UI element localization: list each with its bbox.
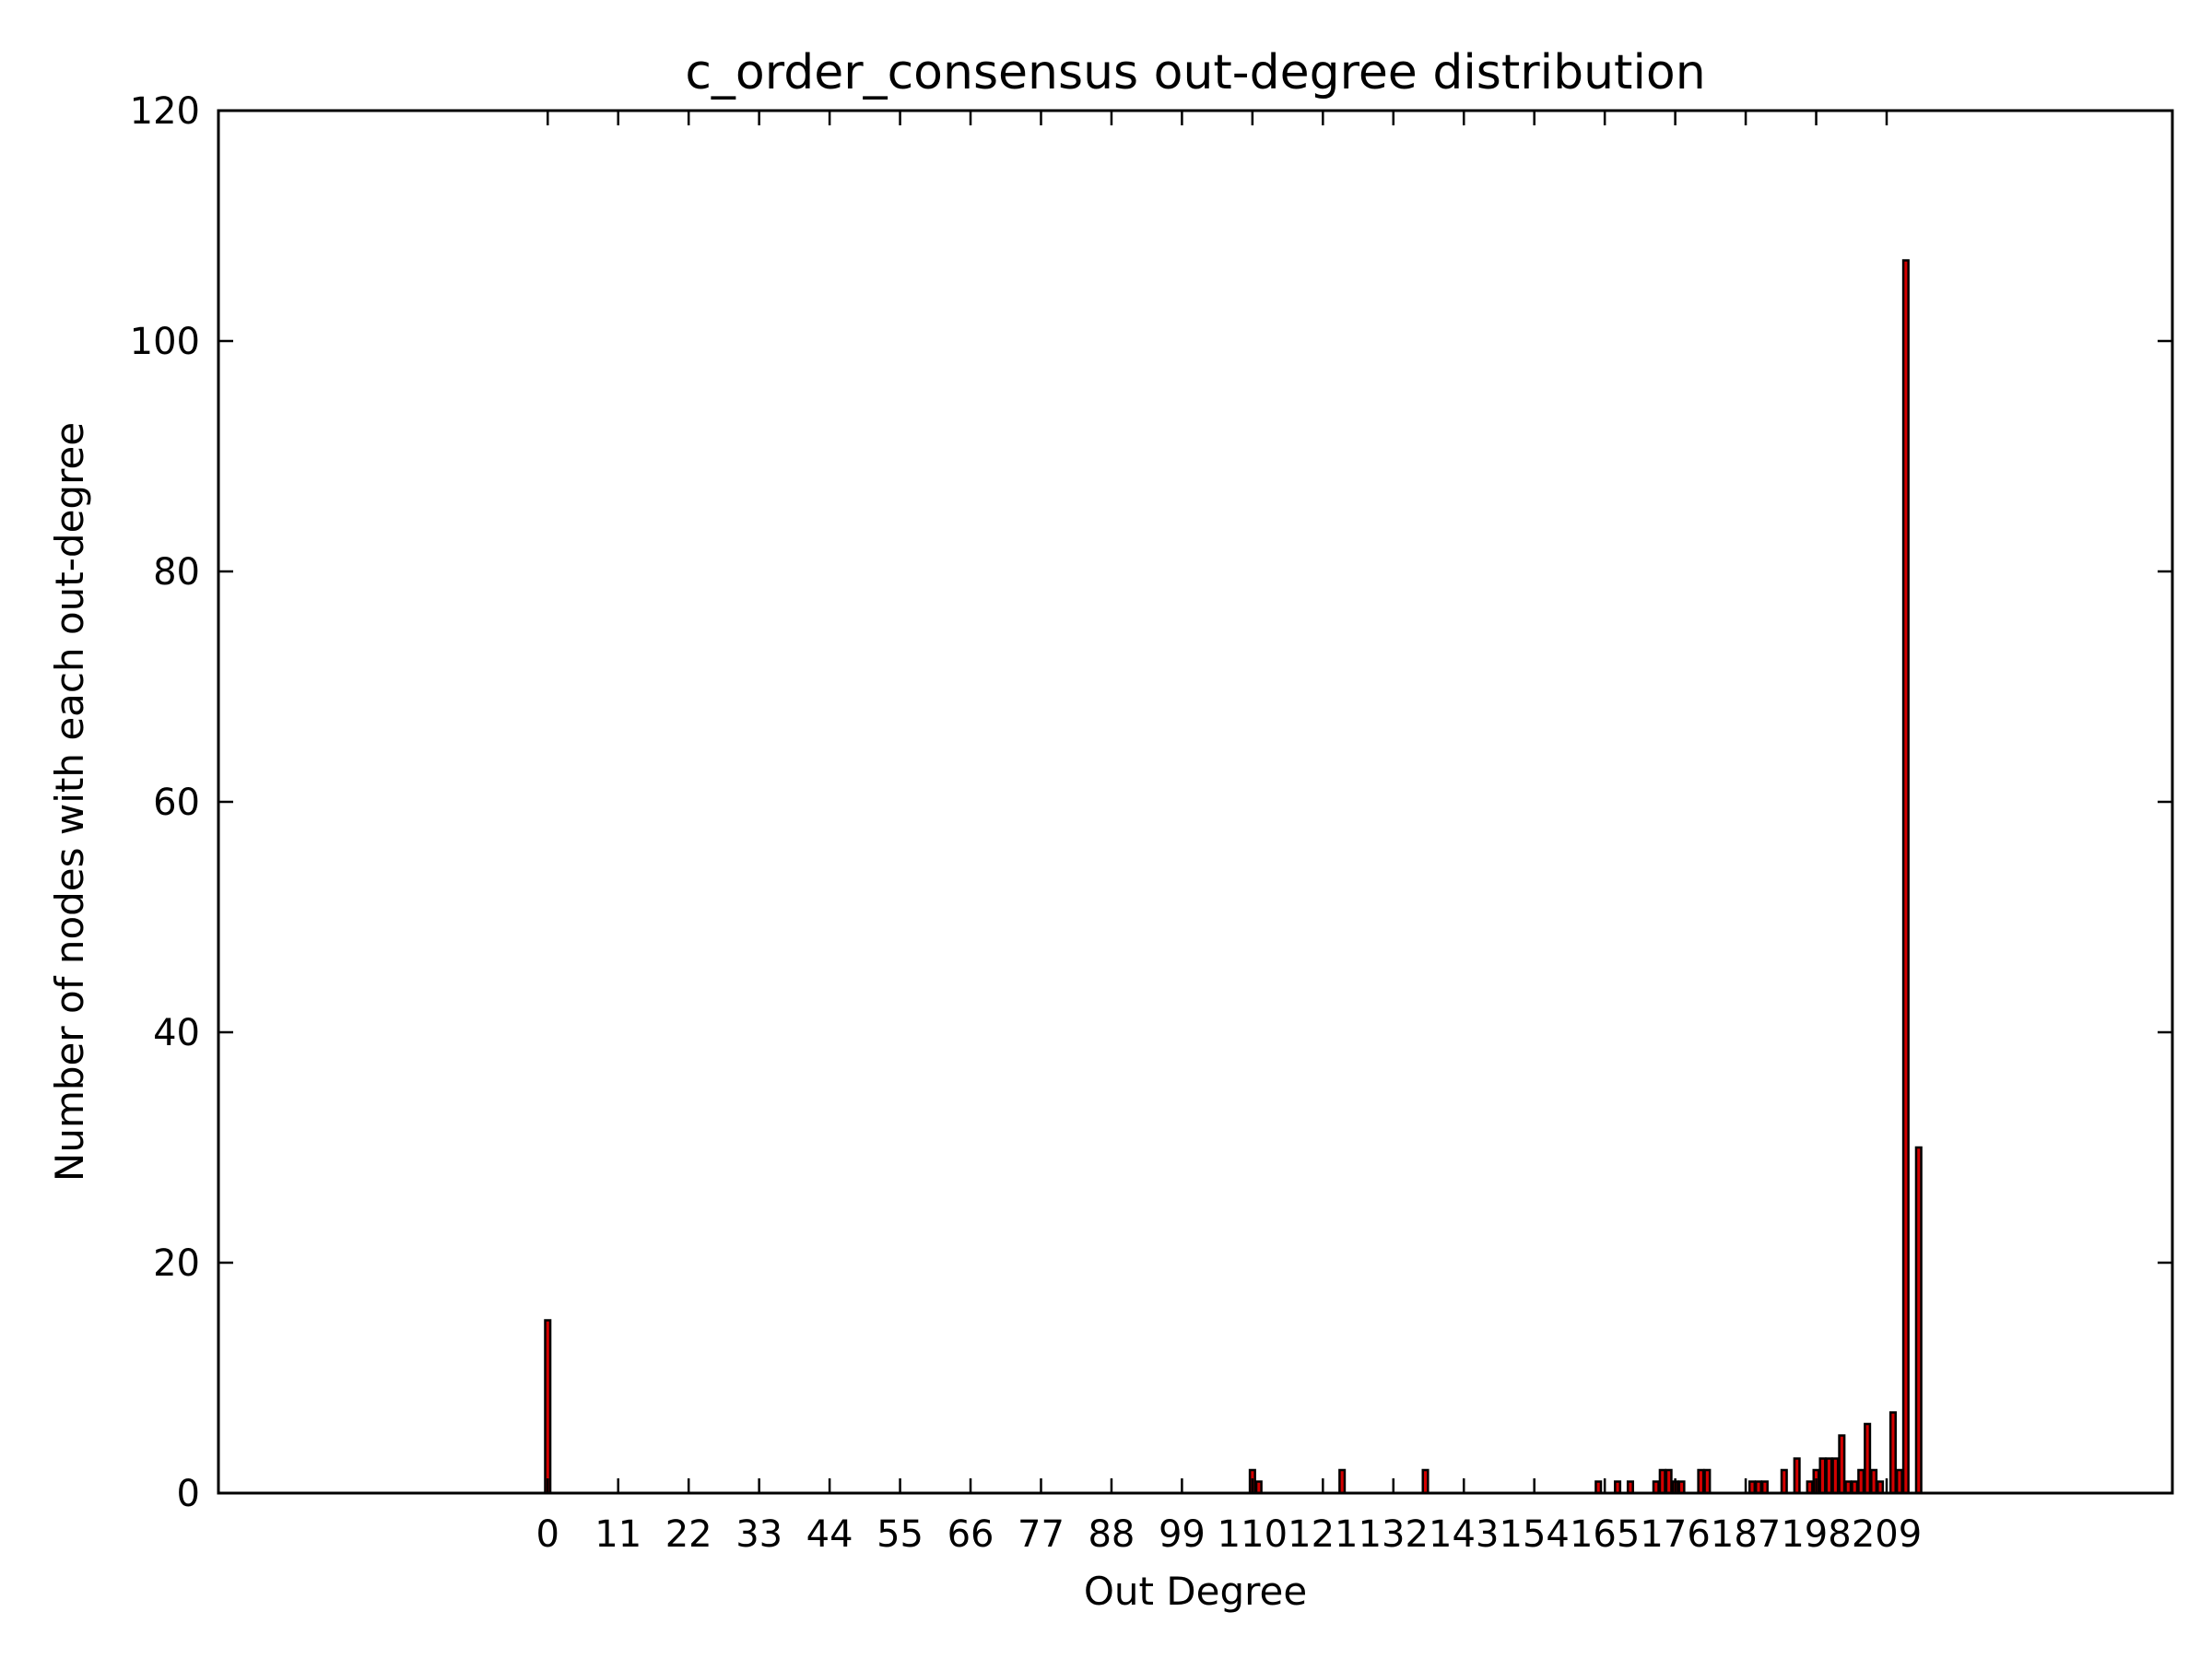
bar xyxy=(1665,1468,1673,1495)
bar xyxy=(544,1319,552,1495)
bar xyxy=(1818,1457,1827,1495)
bar xyxy=(1747,1480,1757,1495)
plot-frame xyxy=(217,109,2174,1495)
bars-group xyxy=(544,259,1923,1495)
y-axis-label: Number of nodes with each out-degree xyxy=(47,422,92,1182)
bar xyxy=(1703,1468,1712,1495)
y-tick-label: 20 xyxy=(153,1242,200,1285)
x-tick-label: 88 xyxy=(1088,1513,1135,1556)
x-ticks: 0 11 22 33 44 55 66 77 88 99 110 121 132 143 154 165 176… xyxy=(536,111,1922,1556)
x-tick-label: 143 xyxy=(1429,1513,1499,1556)
x-tick-label: 55 xyxy=(877,1513,924,1556)
x-tick-label: 22 xyxy=(665,1513,712,1556)
bar xyxy=(1614,1480,1622,1495)
x-tick-label: 44 xyxy=(806,1513,853,1556)
bar xyxy=(1825,1457,1833,1495)
y-ticks: 0 20 40 60 80 100 120 xyxy=(130,90,2172,1515)
bar xyxy=(1901,259,1910,1495)
x-tick-label: 132 xyxy=(1359,1513,1429,1556)
x-axis-label: Out Degree xyxy=(1084,1569,1307,1614)
x-tick-label: 176 xyxy=(1640,1513,1710,1556)
x-tick-label: 165 xyxy=(1570,1513,1640,1556)
bar xyxy=(1864,1422,1872,1495)
x-tick-label: 209 xyxy=(1852,1513,1922,1556)
bar xyxy=(1254,1480,1263,1495)
bar xyxy=(1831,1457,1840,1495)
x-tick-label: 187 xyxy=(1711,1513,1781,1556)
y-tick-label: 100 xyxy=(130,321,200,363)
bar xyxy=(1851,1480,1859,1495)
y-tick-label: 40 xyxy=(153,1012,200,1054)
bar xyxy=(1677,1480,1686,1495)
x-tick-label: 0 xyxy=(536,1513,559,1556)
bar xyxy=(1594,1480,1603,1495)
bar xyxy=(1914,1146,1923,1495)
bar xyxy=(1857,1468,1865,1495)
y-tick-label: 0 xyxy=(177,1473,200,1515)
bar xyxy=(1793,1457,1801,1495)
x-tick-label: 11 xyxy=(594,1513,641,1556)
x-tick-label: 66 xyxy=(947,1513,994,1556)
bar xyxy=(1338,1468,1347,1495)
x-tick-label: 110 xyxy=(1218,1513,1288,1556)
bar xyxy=(1658,1468,1666,1495)
x-tick-label: 99 xyxy=(1159,1513,1206,1556)
bar xyxy=(1626,1480,1634,1495)
y-tick-label: 60 xyxy=(153,782,200,824)
bar xyxy=(1888,1411,1897,1495)
bar xyxy=(1697,1468,1705,1495)
bar xyxy=(1754,1480,1763,1495)
x-tick-label: 77 xyxy=(1018,1513,1065,1556)
x-tick-label: 33 xyxy=(735,1513,782,1556)
x-tick-label: 198 xyxy=(1781,1513,1851,1556)
bar xyxy=(1895,1468,1903,1495)
x-tick-label: 154 xyxy=(1500,1513,1570,1556)
bar xyxy=(1780,1468,1788,1495)
bar xyxy=(1870,1468,1878,1495)
bar xyxy=(1844,1480,1853,1495)
bar xyxy=(1421,1468,1430,1495)
bar xyxy=(1838,1434,1846,1495)
bar xyxy=(1806,1480,1814,1495)
y-tick-label: 80 xyxy=(153,551,200,594)
chart-title: c_order_consensus out-degree distributio… xyxy=(685,45,1705,100)
x-tick-label: 121 xyxy=(1288,1513,1358,1556)
bar xyxy=(1877,1480,1885,1495)
y-tick-label: 120 xyxy=(130,90,200,133)
bar xyxy=(1652,1480,1660,1495)
bar xyxy=(1760,1480,1769,1495)
